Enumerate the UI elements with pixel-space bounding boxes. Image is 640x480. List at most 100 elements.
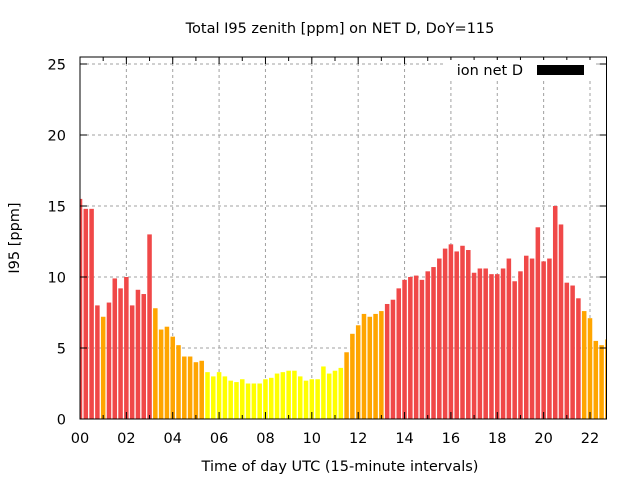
bar [402, 279, 407, 419]
bar [153, 308, 158, 419]
bar [170, 336, 175, 419]
bar [211, 376, 216, 419]
bar [263, 379, 268, 419]
bar [176, 345, 181, 419]
bar [344, 352, 349, 419]
bar [106, 302, 112, 419]
bar [112, 278, 118, 419]
bar [158, 329, 164, 419]
bar [100, 316, 106, 419]
bar [355, 325, 361, 419]
x-tick-labels: 00 02 04 06 08 10 12 14 16 18 20 22 [71, 431, 599, 447]
bar [245, 383, 251, 419]
bar [187, 356, 193, 419]
bar [541, 261, 546, 419]
bar [512, 281, 517, 419]
y-tick-label: 20 [48, 129, 66, 145]
bar [315, 379, 320, 419]
y-tick-label: 10 [48, 271, 66, 287]
bar [182, 356, 187, 419]
bar [95, 305, 100, 419]
y-axis-label: I95 [ppm] [7, 202, 23, 273]
x-tick-label: 10 [303, 431, 321, 447]
bar [292, 370, 297, 419]
bar [216, 372, 222, 419]
bar [361, 313, 367, 419]
bar [576, 298, 581, 419]
bar [80, 198, 83, 419]
bar [199, 360, 204, 419]
x-tick-label: 12 [349, 431, 367, 447]
x-tick-label: 16 [442, 431, 460, 447]
bar [228, 380, 233, 419]
legend-label: ion net D [457, 63, 523, 79]
bar [500, 268, 506, 419]
bar [326, 373, 332, 419]
axis-ticks [79, 57, 607, 420]
bar [350, 333, 355, 419]
bar [280, 372, 286, 419]
bar [419, 279, 425, 419]
bar [240, 379, 245, 419]
bar [286, 370, 291, 419]
bar [535, 227, 541, 419]
bar [547, 258, 552, 419]
bar [460, 245, 465, 419]
x-tick-label: 08 [256, 431, 274, 447]
bar [558, 224, 564, 419]
bar [477, 268, 483, 419]
bar [373, 313, 378, 419]
bar [205, 372, 210, 419]
bar [321, 366, 326, 419]
x-tick-label: 20 [534, 431, 552, 447]
legend-swatch [537, 65, 584, 75]
y-tick-label: 0 [57, 413, 66, 429]
bar [564, 282, 570, 419]
legend: ion net D [446, 60, 596, 80]
bar [297, 376, 303, 419]
bar [257, 383, 262, 419]
bar [442, 248, 448, 419]
bar [489, 274, 494, 419]
bar [268, 377, 274, 419]
bar [587, 318, 593, 419]
bar [164, 326, 170, 419]
bar [222, 376, 228, 419]
y-tick-label: 25 [48, 58, 66, 74]
bar [234, 382, 239, 419]
bar [425, 271, 430, 419]
bar [437, 258, 442, 419]
bar [529, 258, 535, 419]
bar [274, 373, 280, 419]
bar [413, 275, 419, 419]
bar [483, 268, 488, 419]
x-tick-label: 02 [117, 431, 135, 447]
y-tick-labels: 0 5 10 15 20 25 [48, 58, 66, 429]
bar [431, 267, 436, 419]
bar [599, 345, 604, 419]
bar [118, 288, 123, 419]
bar [338, 367, 344, 419]
bar [141, 294, 147, 419]
bar [605, 339, 607, 419]
bar [303, 380, 309, 419]
x-tick-label: 22 [581, 431, 599, 447]
bar [593, 340, 599, 419]
chart-title: Total I95 zenith [ppm] on NET D, DoY=115 [185, 21, 495, 37]
bar [506, 258, 512, 419]
bar [390, 299, 396, 419]
bar [466, 250, 471, 419]
bar [408, 277, 413, 419]
bar [124, 277, 129, 419]
y-tick-label: 5 [57, 342, 66, 358]
bar [454, 251, 459, 419]
x-tick-label: 04 [164, 431, 182, 447]
x-tick-label: 06 [210, 431, 228, 447]
bar [332, 370, 338, 419]
x-tick-label: 14 [395, 431, 413, 447]
x-tick-label: 18 [488, 431, 506, 447]
bar [581, 311, 587, 419]
bar [193, 362, 199, 419]
bar [379, 311, 384, 419]
